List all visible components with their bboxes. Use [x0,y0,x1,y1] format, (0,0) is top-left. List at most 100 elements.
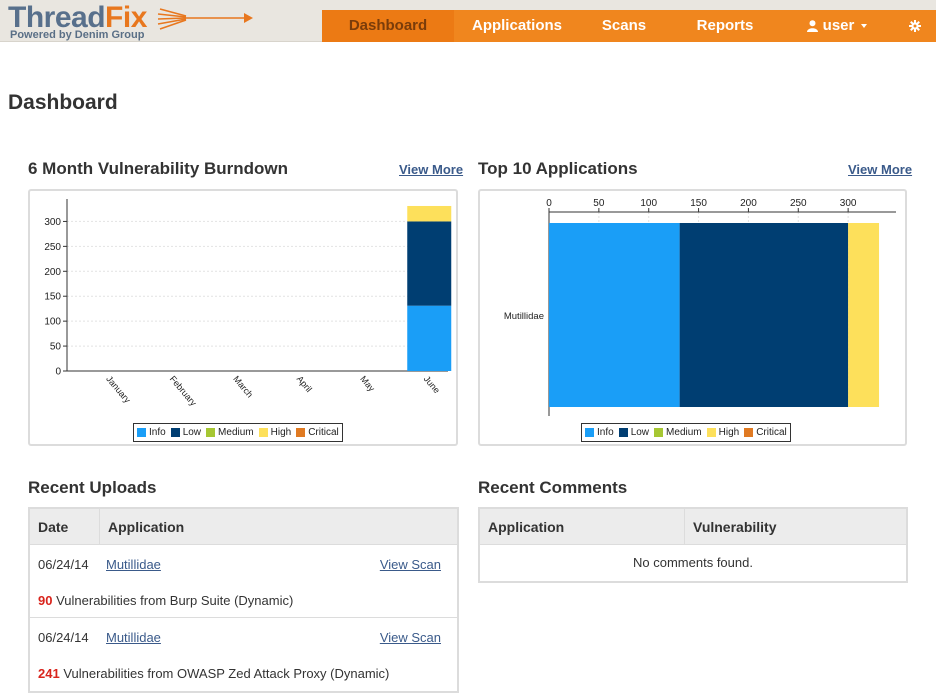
bar-segment-low-june [407,221,452,306]
page-title: Dashboard [8,91,118,114]
x-tick-label: March [231,374,255,400]
legend-swatch-critical [296,428,306,437]
legend-item-info: Info [137,427,166,438]
view-scan-link[interactable]: View Scan [379,557,441,572]
y-tick-label: 150 [44,292,61,303]
nav-applications[interactable]: Applications [471,17,562,34]
vulnerability-count: 241 [38,666,60,681]
x-tick-label: 250 [790,198,807,209]
top-apps-chart: 0 50 100 150 200 250 300 Mutillidae [504,198,896,416]
upload-application-link[interactable]: Mutillidae [106,630,161,645]
top-bar: ThreadFix Powered by Denim Group Dashboa… [0,0,936,42]
column-header-application: Application [480,509,685,544]
top-apps-title: Top 10 Applications [478,159,638,178]
y-tick-label: 100 [44,317,61,328]
x-tick-label: 150 [690,198,707,209]
legend-swatch-info [137,428,146,437]
logo-tagline: Powered by Denim Group [10,29,145,41]
legend-item-critical: Critical [744,427,787,438]
upload-date: 06/24/14 [38,630,89,645]
logo-arrow-icon [157,8,253,30]
legend-label-medium: Medium [218,427,254,438]
recent-uploads-title: Recent Uploads [28,478,157,497]
x-tick-label: January [104,374,133,405]
column-header-application: Application [108,519,185,535]
legend-swatch-medium [654,428,664,437]
legend-item-low: Low [170,427,202,438]
upload-row: 06/24/14 Mutillidae View Scan 90 Vulnera… [30,545,457,618]
logo-word-fix: Fix [105,1,147,34]
bar-segment-high-june [407,205,452,222]
x-tick-label: 300 [840,198,857,209]
gear-icon [909,20,921,32]
y-tick-label: 0 [55,367,61,378]
logo-word-thread: Thread [8,1,106,34]
upload-description-text: Vulnerabilities from OWASP Zed Attack Pr… [63,666,390,681]
recent-comments-header: Application Vulnerability [480,509,906,545]
legend-swatch-info [585,428,594,437]
bar-segment-info-mutillidae [549,223,680,407]
legend-swatch-low [618,428,628,437]
upload-description: 241 Vulnerabilities from OWASP Zed Attac… [38,666,389,681]
x-tick-label: 50 [593,198,605,209]
x-tick-label: June [422,374,442,395]
upload-date: 06/24/14 [38,557,89,572]
legend-item-critical: Critical [296,427,339,438]
legend-label-high: High [270,427,292,438]
x-tick-label: May [358,374,377,394]
nav-reports[interactable]: Reports [696,17,754,34]
legend-label-low: Low [182,427,202,438]
legend-label-info: Info [149,427,166,438]
bar-segment-high-mutillidae [848,223,880,407]
legend-swatch-low [170,428,180,437]
nav-user-menu[interactable]: user [782,10,894,42]
bar-segment-info-june [407,305,452,371]
nav-user-label: user [822,17,855,34]
view-scan-link[interactable]: View Scan [379,630,441,645]
legend-item-high: High [706,427,740,438]
legend-label-low: Low [630,427,650,438]
x-tick-label: February [168,374,199,408]
legend-swatch-high [706,428,716,437]
legend-label-critical: Critical [308,427,339,438]
top-apps-legend: Info Low Medium High Critical [581,423,791,442]
legend-label-info: Info [597,427,614,438]
nav-dashboard[interactable]: Dashboard [322,10,454,42]
nav-settings[interactable] [894,10,936,42]
no-comments-message: No comments found. [633,555,753,570]
y-tick-label: 50 [50,342,62,353]
burndown-chart: 0 50 100 150 200 250 300 January February March Ap… [44,199,452,408]
bar-segment-low-mutillidae [679,223,849,407]
nav-scans[interactable]: Scans [601,17,647,34]
burndown-title: 6 Month Vulnerability Burndown [28,159,289,178]
legend-label-medium: Medium [666,427,702,438]
recent-uploads-table: Date Application 06/24/14 Mutillidae Vie… [28,507,459,693]
burndown-legend: Info Low Medium High Critical [133,423,343,442]
legend-item-medium: Medium [206,427,254,438]
legend-label-critical: Critical [756,427,787,438]
y-tick-label: 300 [44,217,61,228]
upload-application-link[interactable]: Mutillidae [106,557,161,572]
burndown-view-more-link[interactable]: View More [399,162,464,177]
threadfix-logo[interactable]: ThreadFix Powered by Denim Group [6,2,266,42]
legend-item-high: High [258,427,292,438]
y-tick-label: 250 [44,242,61,253]
logo-title: ThreadFix [8,2,147,34]
caret-down-icon [861,24,868,28]
column-header-date: Date [30,509,100,544]
legend-swatch-critical [744,428,754,437]
legend-item-medium: Medium [654,427,702,438]
upload-description-text: Vulnerabilities from Burp Suite (Dynamic… [56,593,294,608]
legend-label-high: High [718,427,740,438]
top-apps-chart-panel: 0 50 100 150 200 250 300 Mutillidae Info Low Me… [478,189,907,446]
y-tick-label: 200 [44,267,61,278]
user-icon [806,20,818,32]
burndown-chart-panel: 0 50 100 150 200 250 300 January February March Ap… [28,189,458,446]
x-tick-label: 0 [546,198,552,209]
legend-item-info: Info [585,427,614,438]
upload-description: 90 Vulnerabilities from Burp Suite (Dyna… [38,593,293,608]
main-nav: Dashboard Applications Scans Reports use… [322,10,936,42]
upload-row: 06/24/14 Mutillidae View Scan 241 Vulner… [30,618,457,691]
top-apps-view-more-link[interactable]: View More [848,162,913,177]
x-tick-label: 200 [740,198,757,209]
